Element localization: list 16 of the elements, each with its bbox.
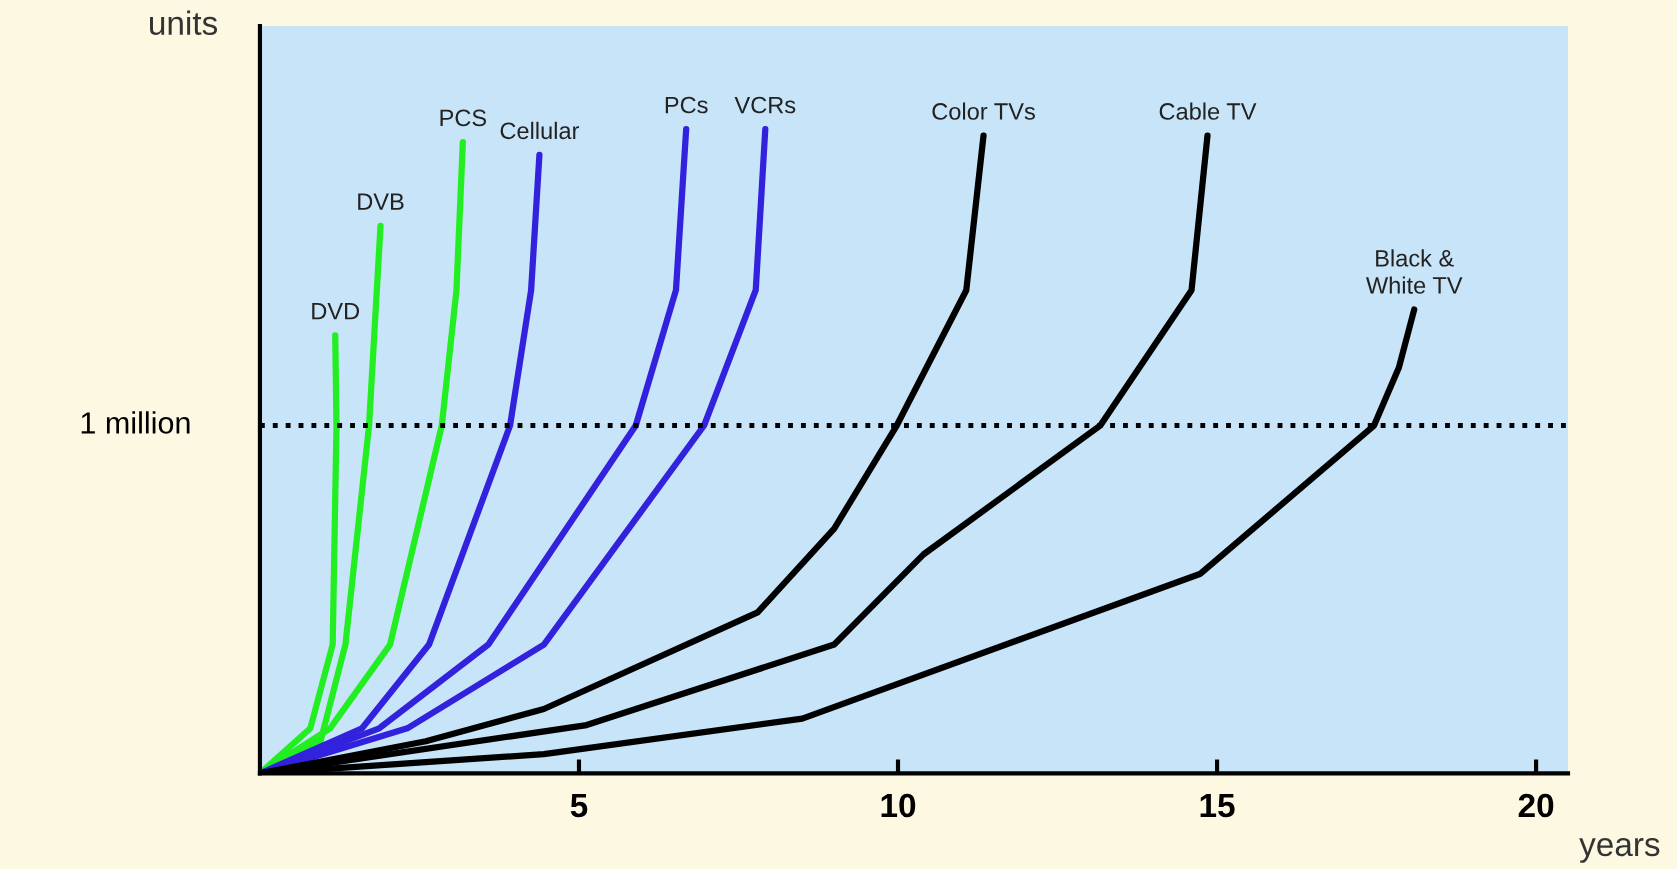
series-label: Color TVs — [932, 102, 1035, 120]
series-label: VCRs — [734, 96, 796, 114]
x-tick-label: 15 — [1200, 794, 1235, 818]
series-label: PCS — [440, 109, 487, 127]
ref-line-label: 1 million — [81, 411, 190, 434]
series-label: Black & White TV — [1365, 249, 1463, 294]
series-label: PCs — [665, 96, 708, 114]
x-axis-title: years — [1579, 837, 1660, 863]
x-tick-label: 5 — [570, 794, 588, 818]
series-label: Cellular — [500, 121, 580, 140]
series-label: Cable TV — [1159, 102, 1257, 120]
series-label: DVD — [312, 303, 360, 320]
x-tick-label: 10 — [881, 793, 916, 818]
x-tick-label: 20 — [1518, 793, 1554, 818]
y-axis-title: units — [150, 10, 218, 36]
series-label: DVB — [358, 193, 404, 210]
